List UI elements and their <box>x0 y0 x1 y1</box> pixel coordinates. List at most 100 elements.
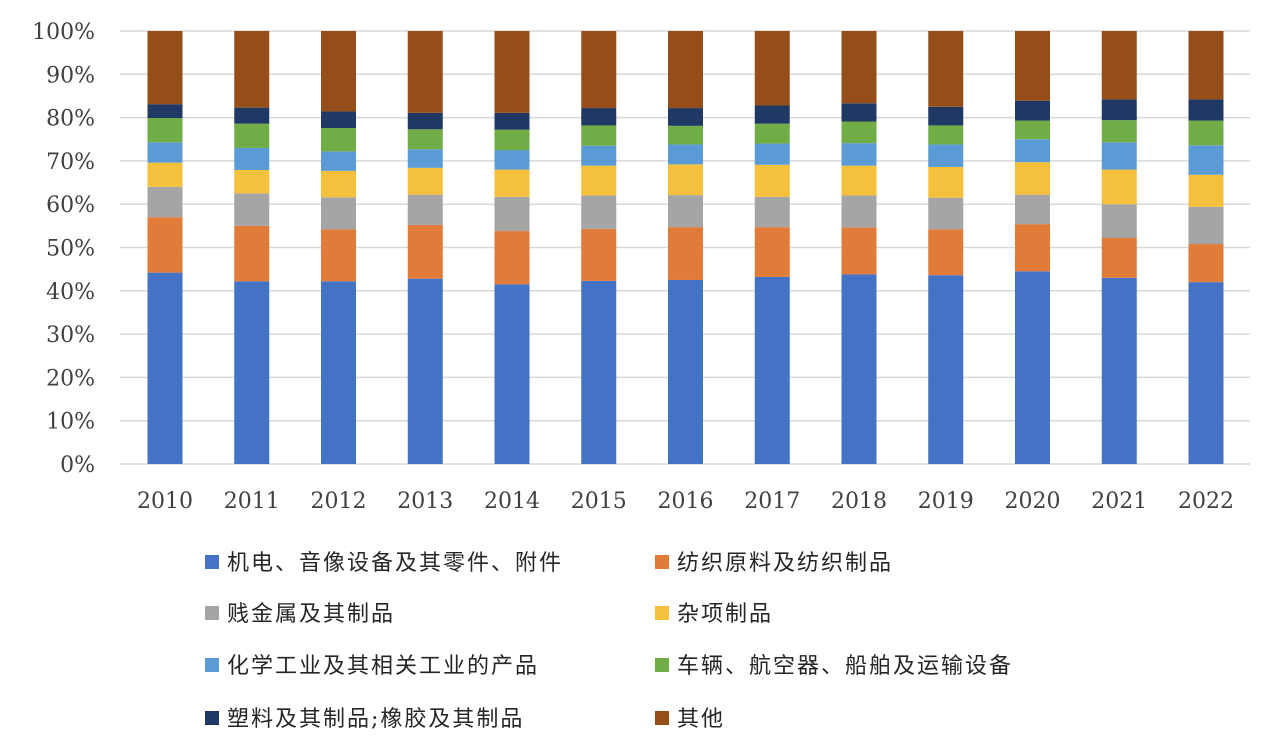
bar-segment <box>147 217 183 273</box>
bar-segment <box>841 121 877 144</box>
bar-segment <box>668 195 703 228</box>
bar-segment <box>841 165 877 196</box>
bar-segment <box>668 125 703 145</box>
bar-segment <box>234 169 270 194</box>
bar-segment <box>1188 174 1224 207</box>
legend-item: 其他 <box>655 707 723 732</box>
x-tick-label: 2011 <box>224 489 280 514</box>
bar-segment <box>494 129 530 151</box>
legend-item: 塑料及其制品;橡胶及其制品 <box>205 707 524 732</box>
bar-segment <box>668 279 703 464</box>
legend-label: 车辆、航空器、船舶及运输设备 <box>677 654 1013 679</box>
bar-segment <box>581 228 617 281</box>
bar-segment <box>234 147 270 170</box>
y-tick-label: 50% <box>46 237 95 262</box>
bar-segment <box>234 31 270 108</box>
legend-swatch <box>655 658 669 672</box>
bar-segment <box>841 227 877 275</box>
bar-segment <box>494 196 530 232</box>
y-tick-label: 0% <box>60 453 95 478</box>
bar-segment <box>928 106 964 126</box>
bar-segment <box>1188 206 1224 245</box>
bar-segment <box>234 225 270 282</box>
bar-segment <box>321 170 356 198</box>
legend-item: 杂项制品 <box>655 602 773 627</box>
bar-segment <box>1188 31 1224 100</box>
bar-segment <box>928 197 964 230</box>
bar-segment <box>581 195 617 229</box>
bar-segment <box>754 123 790 144</box>
bar-segment <box>841 143 877 166</box>
bar-segment <box>928 166 964 198</box>
bar-segment <box>1015 100 1050 121</box>
bar-segment <box>494 169 530 197</box>
y-tick-label: 70% <box>46 150 95 175</box>
x-tick-label: 2020 <box>1005 489 1061 514</box>
bar-segment <box>668 144 703 165</box>
bar-segment <box>1188 120 1224 146</box>
bar-segment <box>321 127 356 152</box>
bar-segment <box>841 274 877 464</box>
bar-segment <box>1101 99 1137 121</box>
bar-segment <box>1015 194 1050 225</box>
bar-segment <box>754 276 790 464</box>
bar-segment <box>407 112 443 130</box>
bar-segment <box>668 108 703 126</box>
bar-segment <box>407 129 443 150</box>
bar-layer <box>147 31 1224 464</box>
y-tick-label: 20% <box>46 366 95 391</box>
y-tick-label: 30% <box>46 323 95 348</box>
x-tick-label: 2014 <box>484 489 540 514</box>
bar-segment <box>1188 99 1224 121</box>
bar-segment <box>581 31 617 109</box>
bar-segment <box>1015 162 1050 195</box>
axis-layer: 0% 10% 20% 30% 40% 50% 60% 70% 80% 90% 100% 2010 201… <box>32 20 1234 514</box>
bar-segment <box>1101 204 1137 238</box>
legend-item: 贱金属及其制品 <box>205 602 395 627</box>
legend-swatch <box>655 606 669 620</box>
bar-segment <box>407 224 443 279</box>
bar-segment <box>234 281 270 464</box>
legend-label: 贱金属及其制品 <box>227 602 395 627</box>
y-tick-label: 90% <box>46 63 95 88</box>
legend-label: 机电、音像设备及其零件、附件 <box>227 551 563 576</box>
bar-segment <box>1101 142 1137 170</box>
bar-segment <box>407 194 443 225</box>
x-tick-label: 2018 <box>831 489 887 514</box>
bar-segment <box>841 103 877 122</box>
bar-segment <box>754 143 790 165</box>
legend-item: 纺织原料及纺织制品 <box>655 551 893 576</box>
legend-swatch <box>205 711 219 725</box>
bar-segment <box>147 118 183 143</box>
bar-segment <box>234 107 270 124</box>
legend-item: 化学工业及其相关工业的产品 <box>205 654 537 679</box>
bar-segment <box>754 227 790 277</box>
bar-segment <box>1188 244 1224 283</box>
y-tick-label: 40% <box>46 280 95 305</box>
bar-segment <box>754 31 790 106</box>
legend-label: 纺织原料及纺织制品 <box>677 551 893 576</box>
bar-segment <box>581 165 617 196</box>
bar-segment <box>1015 31 1050 101</box>
legend-label: 塑料及其制品;橡胶及其制品 <box>227 707 524 732</box>
bar-segment <box>494 284 530 464</box>
bar-segment <box>1188 282 1224 464</box>
bar-segment <box>321 229 356 282</box>
bar-segment <box>754 196 790 228</box>
y-tick-label: 80% <box>46 107 95 132</box>
x-tick-label: 2015 <box>571 489 627 514</box>
legend-label: 杂项制品 <box>677 602 773 627</box>
bar-segment <box>147 31 183 105</box>
bar-segment <box>1015 271 1050 464</box>
x-tick-label: 2012 <box>311 489 367 514</box>
bar-segment <box>754 164 790 197</box>
bar-segment <box>1015 224 1050 272</box>
bar-segment <box>407 149 443 168</box>
bar-segment <box>147 142 183 163</box>
bar-segment <box>928 275 964 464</box>
bar-segment <box>407 167 443 195</box>
legend-item: 车辆、航空器、船舶及运输设备 <box>655 654 1013 679</box>
x-tick-label: 2017 <box>744 489 800 514</box>
bar-segment <box>1015 139 1050 163</box>
